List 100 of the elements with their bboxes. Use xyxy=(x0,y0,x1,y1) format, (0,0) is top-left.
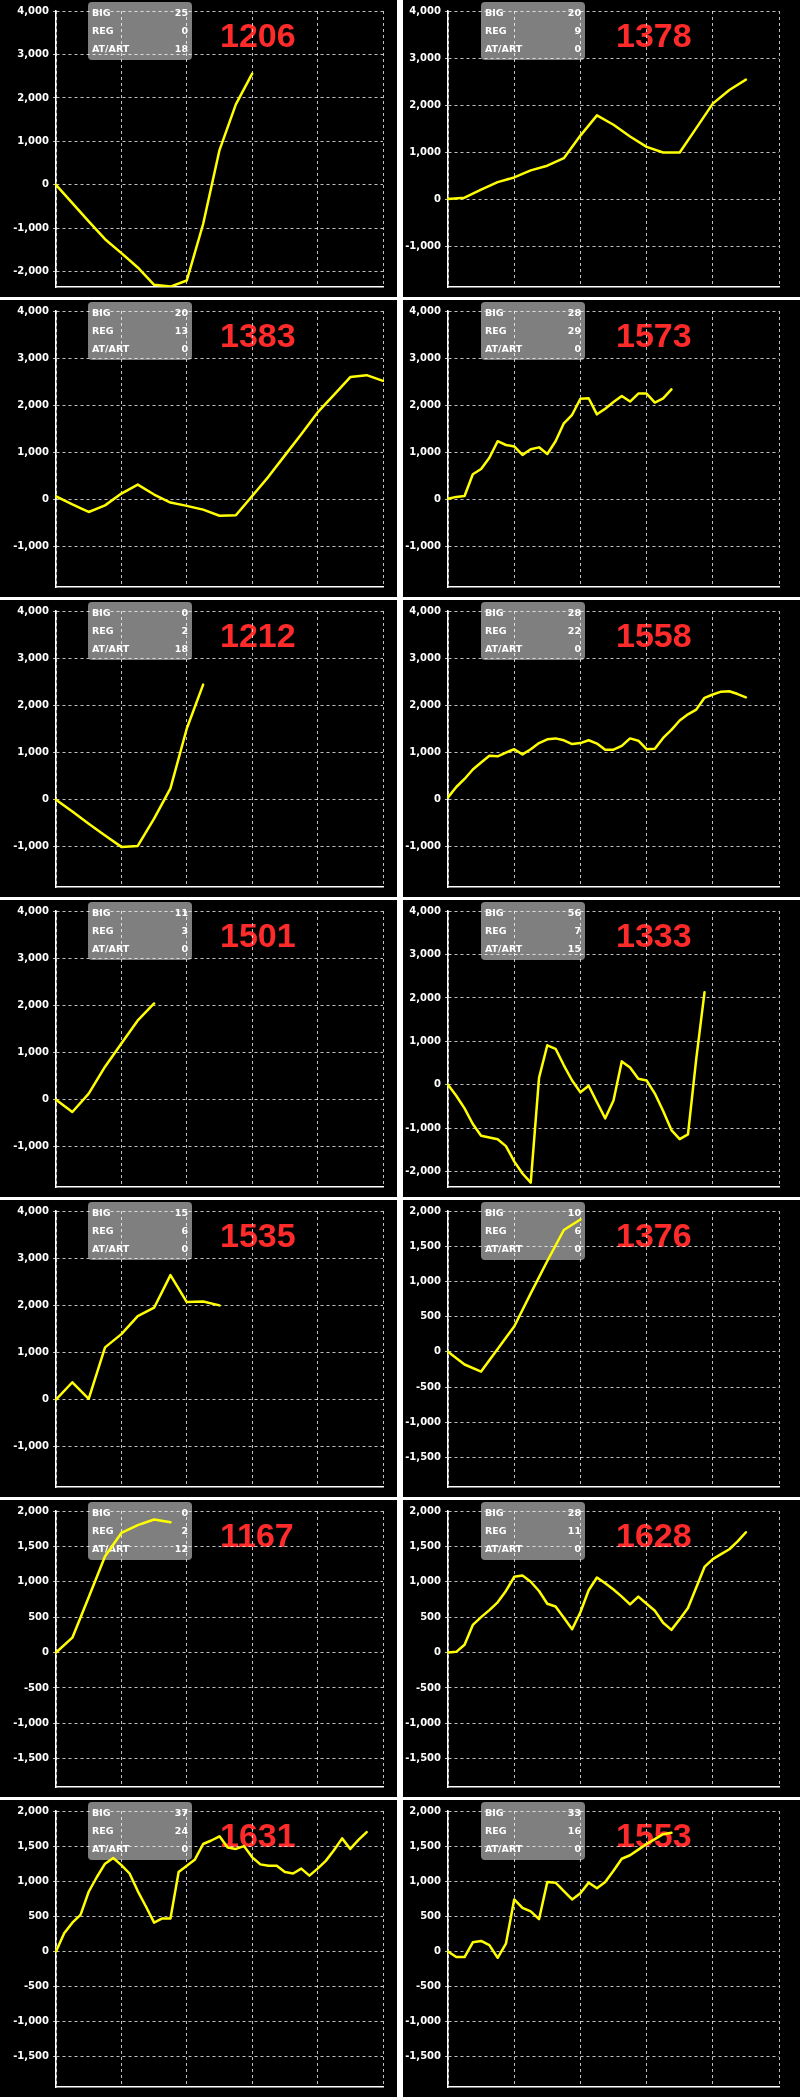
y-tick-label: 2,000 xyxy=(409,398,442,410)
y-tick-label: -500 xyxy=(415,1980,442,1992)
annotation: 0 xyxy=(574,1842,581,1856)
annotation: AT/ART xyxy=(485,1842,523,1856)
y-tick-label: 0 xyxy=(434,1945,442,1957)
annotation: REG xyxy=(92,1524,114,1538)
annotation: REG xyxy=(485,924,507,938)
annotation: REG xyxy=(92,624,114,638)
y-tick-label: 4,000 xyxy=(409,4,442,16)
y-tick-label: -1,000 xyxy=(405,1121,442,1133)
annotation: REG xyxy=(92,24,114,38)
y-tick-label: 1,000 xyxy=(17,1575,50,1587)
chart-title: 1631 xyxy=(220,1816,296,1855)
y-tick-label: 0 xyxy=(434,192,442,204)
annotation: REG xyxy=(485,624,507,638)
y-tick-label: 1,500 xyxy=(17,1539,50,1551)
y-tick-label: 3,000 xyxy=(17,351,50,363)
annotation: AT/ART xyxy=(92,642,130,656)
annotation: 25 xyxy=(174,6,188,20)
annotation: AT/ART xyxy=(92,1842,130,1856)
y-tick-label: 1,000 xyxy=(409,1034,442,1046)
annotation: REG xyxy=(485,24,507,38)
annotation: 13 xyxy=(174,324,188,338)
y-tick-label: 2,000 xyxy=(409,98,442,110)
y-tick-label: 4,000 xyxy=(409,904,442,916)
y-tick-label: -1,000 xyxy=(13,221,50,233)
y-tick-label: -1,000 xyxy=(13,540,50,552)
y-tick-label: 4,000 xyxy=(17,1204,50,1216)
y-tick-label: -1,500 xyxy=(13,2050,50,2062)
annotation: 6 xyxy=(181,1224,188,1238)
y-tick-label: 4,000 xyxy=(17,4,50,16)
y-tick-label: 2,000 xyxy=(17,1804,50,1816)
y-tick-label: 2,000 xyxy=(17,698,50,710)
y-tick-label: 1,500 xyxy=(409,1539,442,1551)
chart-title: 1501 xyxy=(220,916,296,955)
y-tick-label: 0 xyxy=(42,793,50,805)
annotation: REG xyxy=(92,1224,114,1238)
y-tick-label: -1,000 xyxy=(13,2015,50,2027)
y-tick-label: 2,000 xyxy=(17,91,50,103)
y-tick-label: 1,000 xyxy=(17,1874,50,1886)
y-tick-label: 2,000 xyxy=(409,698,442,710)
y-tick-label: -1,500 xyxy=(13,1752,50,1764)
annotation: BIG xyxy=(92,1206,111,1220)
annotation: 2 xyxy=(181,1524,188,1538)
y-tick-label: 3,000 xyxy=(17,651,50,663)
annotation: AT/ART xyxy=(485,942,523,956)
annotation: 33 xyxy=(567,1806,581,1820)
y-tick-label: 4,000 xyxy=(17,604,50,616)
y-tick-label: 1,000 xyxy=(17,1346,50,1358)
y-tick-label: 0 xyxy=(42,1093,50,1105)
y-tick-label: 500 xyxy=(420,1909,442,1921)
y-tick-label: 0 xyxy=(434,1646,442,1658)
annotation: 18 xyxy=(174,42,188,56)
y-tick-label: 4,000 xyxy=(17,304,50,316)
y-tick-label: 1,000 xyxy=(409,1874,442,1886)
annotation: BIG xyxy=(485,306,504,320)
annotation: 15 xyxy=(174,1206,188,1220)
annotation: REG xyxy=(92,924,114,938)
y-tick-label: 500 xyxy=(420,1310,442,1322)
y-tick-label: 0 xyxy=(42,1945,50,1957)
annotation: 0 xyxy=(181,1242,188,1256)
chart-title: 1628 xyxy=(616,1516,692,1555)
y-tick-label: 1,000 xyxy=(409,1275,442,1286)
annotation: AT/ART xyxy=(485,1542,523,1556)
annotation: AT/ART xyxy=(485,42,523,56)
annotation: AT/ART xyxy=(92,342,130,356)
y-tick-label: 3,000 xyxy=(409,948,442,960)
annotation: BIG xyxy=(485,906,504,920)
y-tick-label: 0 xyxy=(42,1393,50,1405)
annotation: 0 xyxy=(574,342,581,356)
y-tick-label: 0 xyxy=(434,793,442,805)
annotation: 18 xyxy=(174,642,188,656)
annotation: BIG xyxy=(92,1806,111,1820)
y-tick-label: -2,000 xyxy=(13,265,50,277)
y-tick-label: 4,000 xyxy=(17,904,50,916)
annotation: 0 xyxy=(181,342,188,356)
y-tick-label: 1,000 xyxy=(17,1046,50,1058)
annotation: 12 xyxy=(174,1542,188,1556)
y-tick-label: 0 xyxy=(434,1345,442,1357)
y-tick-label: 1,000 xyxy=(17,134,50,146)
annotation: 0 xyxy=(181,606,188,620)
y-tick-label: 2,000 xyxy=(409,1204,442,1216)
annotation: 37 xyxy=(174,1806,188,1820)
y-tick-label: -1,500 xyxy=(405,2050,442,2062)
y-tick-label: 500 xyxy=(420,1610,442,1622)
annotation: 20 xyxy=(174,306,188,320)
annotation: REG xyxy=(485,324,507,338)
annotation: BIG xyxy=(485,1506,504,1520)
chart-title: 1376 xyxy=(616,1216,692,1255)
y-tick-label: -500 xyxy=(415,1380,442,1392)
y-tick-label: 3,000 xyxy=(409,651,442,663)
annotation: 15 xyxy=(567,942,581,956)
y-tick-label: 0 xyxy=(434,493,442,505)
annotation: 28 xyxy=(567,1506,581,1520)
y-tick-label: 0 xyxy=(42,1646,50,1658)
y-tick-label: 2,000 xyxy=(17,398,50,410)
annotation: 0 xyxy=(574,1542,581,1556)
y-tick-label: 2,000 xyxy=(409,991,442,1003)
annotation: 9 xyxy=(574,24,581,38)
annotation: 11 xyxy=(567,1524,581,1538)
